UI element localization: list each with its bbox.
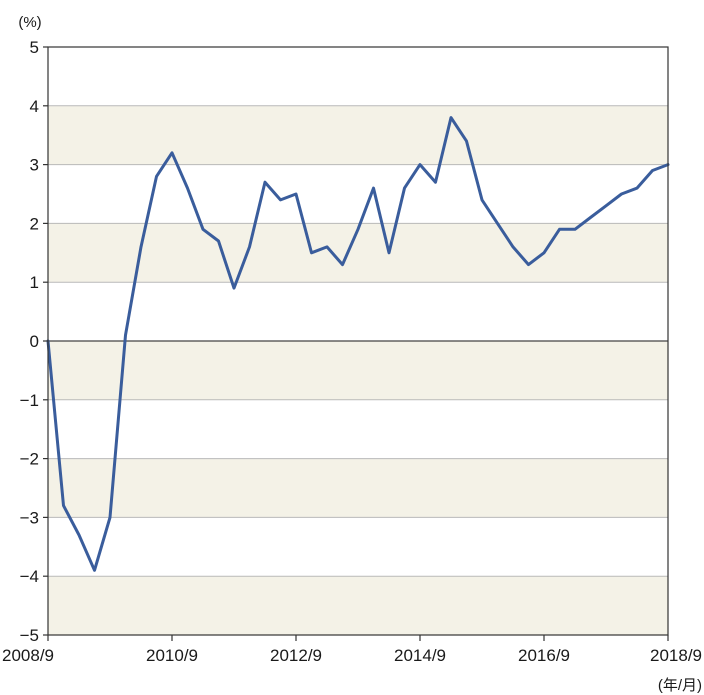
- shaded-band: [48, 223, 668, 283]
- y-tick-label: −4: [20, 567, 39, 586]
- y-tick-label: −5: [20, 626, 39, 645]
- y-tick-label: −2: [20, 450, 39, 469]
- shaded-band: [48, 576, 668, 635]
- y-tick-label: −3: [20, 508, 39, 527]
- series-line: [46, 116, 670, 572]
- y-tick-label: 4: [30, 97, 39, 116]
- y-tick-label: 1: [30, 273, 39, 292]
- y-axis-unit-label: (%): [18, 14, 41, 31]
- y-tick-label: 0: [30, 332, 39, 351]
- gridlines: [48, 105, 668, 577]
- series-layer: [46, 116, 670, 572]
- x-tick-label: 2016/9: [518, 646, 570, 665]
- x-axis-ticks: 2008/9 2010/9 2012/9 2014/9 2016/9 2018/9: [2, 635, 702, 665]
- y-tick-label: 2: [30, 214, 39, 233]
- x-tick-label: 2014/9: [394, 646, 446, 665]
- y-tick-label: 3: [30, 156, 39, 175]
- x-tick-label: 2010/9: [146, 646, 198, 665]
- y-tick-label: 5: [30, 38, 39, 57]
- y-tick-label: −1: [20, 391, 39, 410]
- x-tick-label: 2012/9: [270, 646, 322, 665]
- y-axis-ticks: 5 4 3 2 1 0 −1 −2 −3 −4 −5: [20, 38, 48, 645]
- shaded-band: [48, 105, 668, 165]
- shaded-band: [48, 458, 668, 518]
- x-axis-unit-label: (年/月): [658, 677, 702, 694]
- shaded-bands: [48, 105, 668, 635]
- x-tick-label: 2008/9: [2, 646, 54, 665]
- x-tick-label: 2018/9: [650, 646, 702, 665]
- shaded-band: [48, 341, 668, 400]
